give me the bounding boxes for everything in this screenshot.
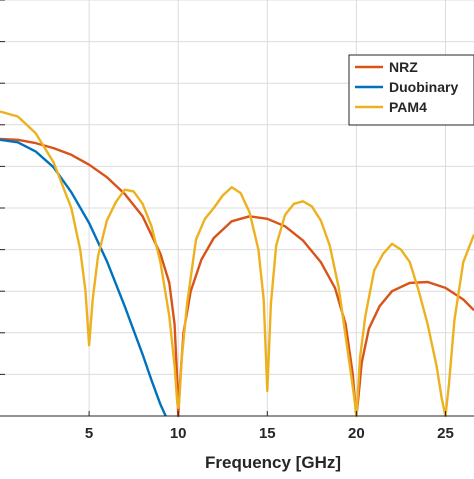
series-line-pam4 bbox=[0, 110, 474, 418]
x-tick-label: 5 bbox=[85, 425, 93, 442]
series-layer bbox=[0, 110, 474, 418]
x-tick-label: 20 bbox=[348, 425, 365, 442]
axes: 5 10 15 20 25 bbox=[0, 0, 474, 442]
x-tick-label: 10 bbox=[170, 425, 187, 442]
legend: NRZ Duobinary PAM4 bbox=[348, 54, 474, 126]
x-tick-label: 15 bbox=[259, 425, 276, 442]
legend-label-pam4: PAM4 bbox=[389, 99, 427, 115]
x-tick-label: 25 bbox=[437, 425, 454, 442]
series-line-duobinary bbox=[0, 138, 167, 417]
legend-label-duobinary: Duobinary bbox=[389, 79, 458, 95]
legend-label-nrz: NRZ bbox=[389, 59, 418, 75]
x-axis-label: Frequency [GHz] bbox=[205, 453, 341, 472]
series-line-nrz bbox=[0, 137, 474, 418]
